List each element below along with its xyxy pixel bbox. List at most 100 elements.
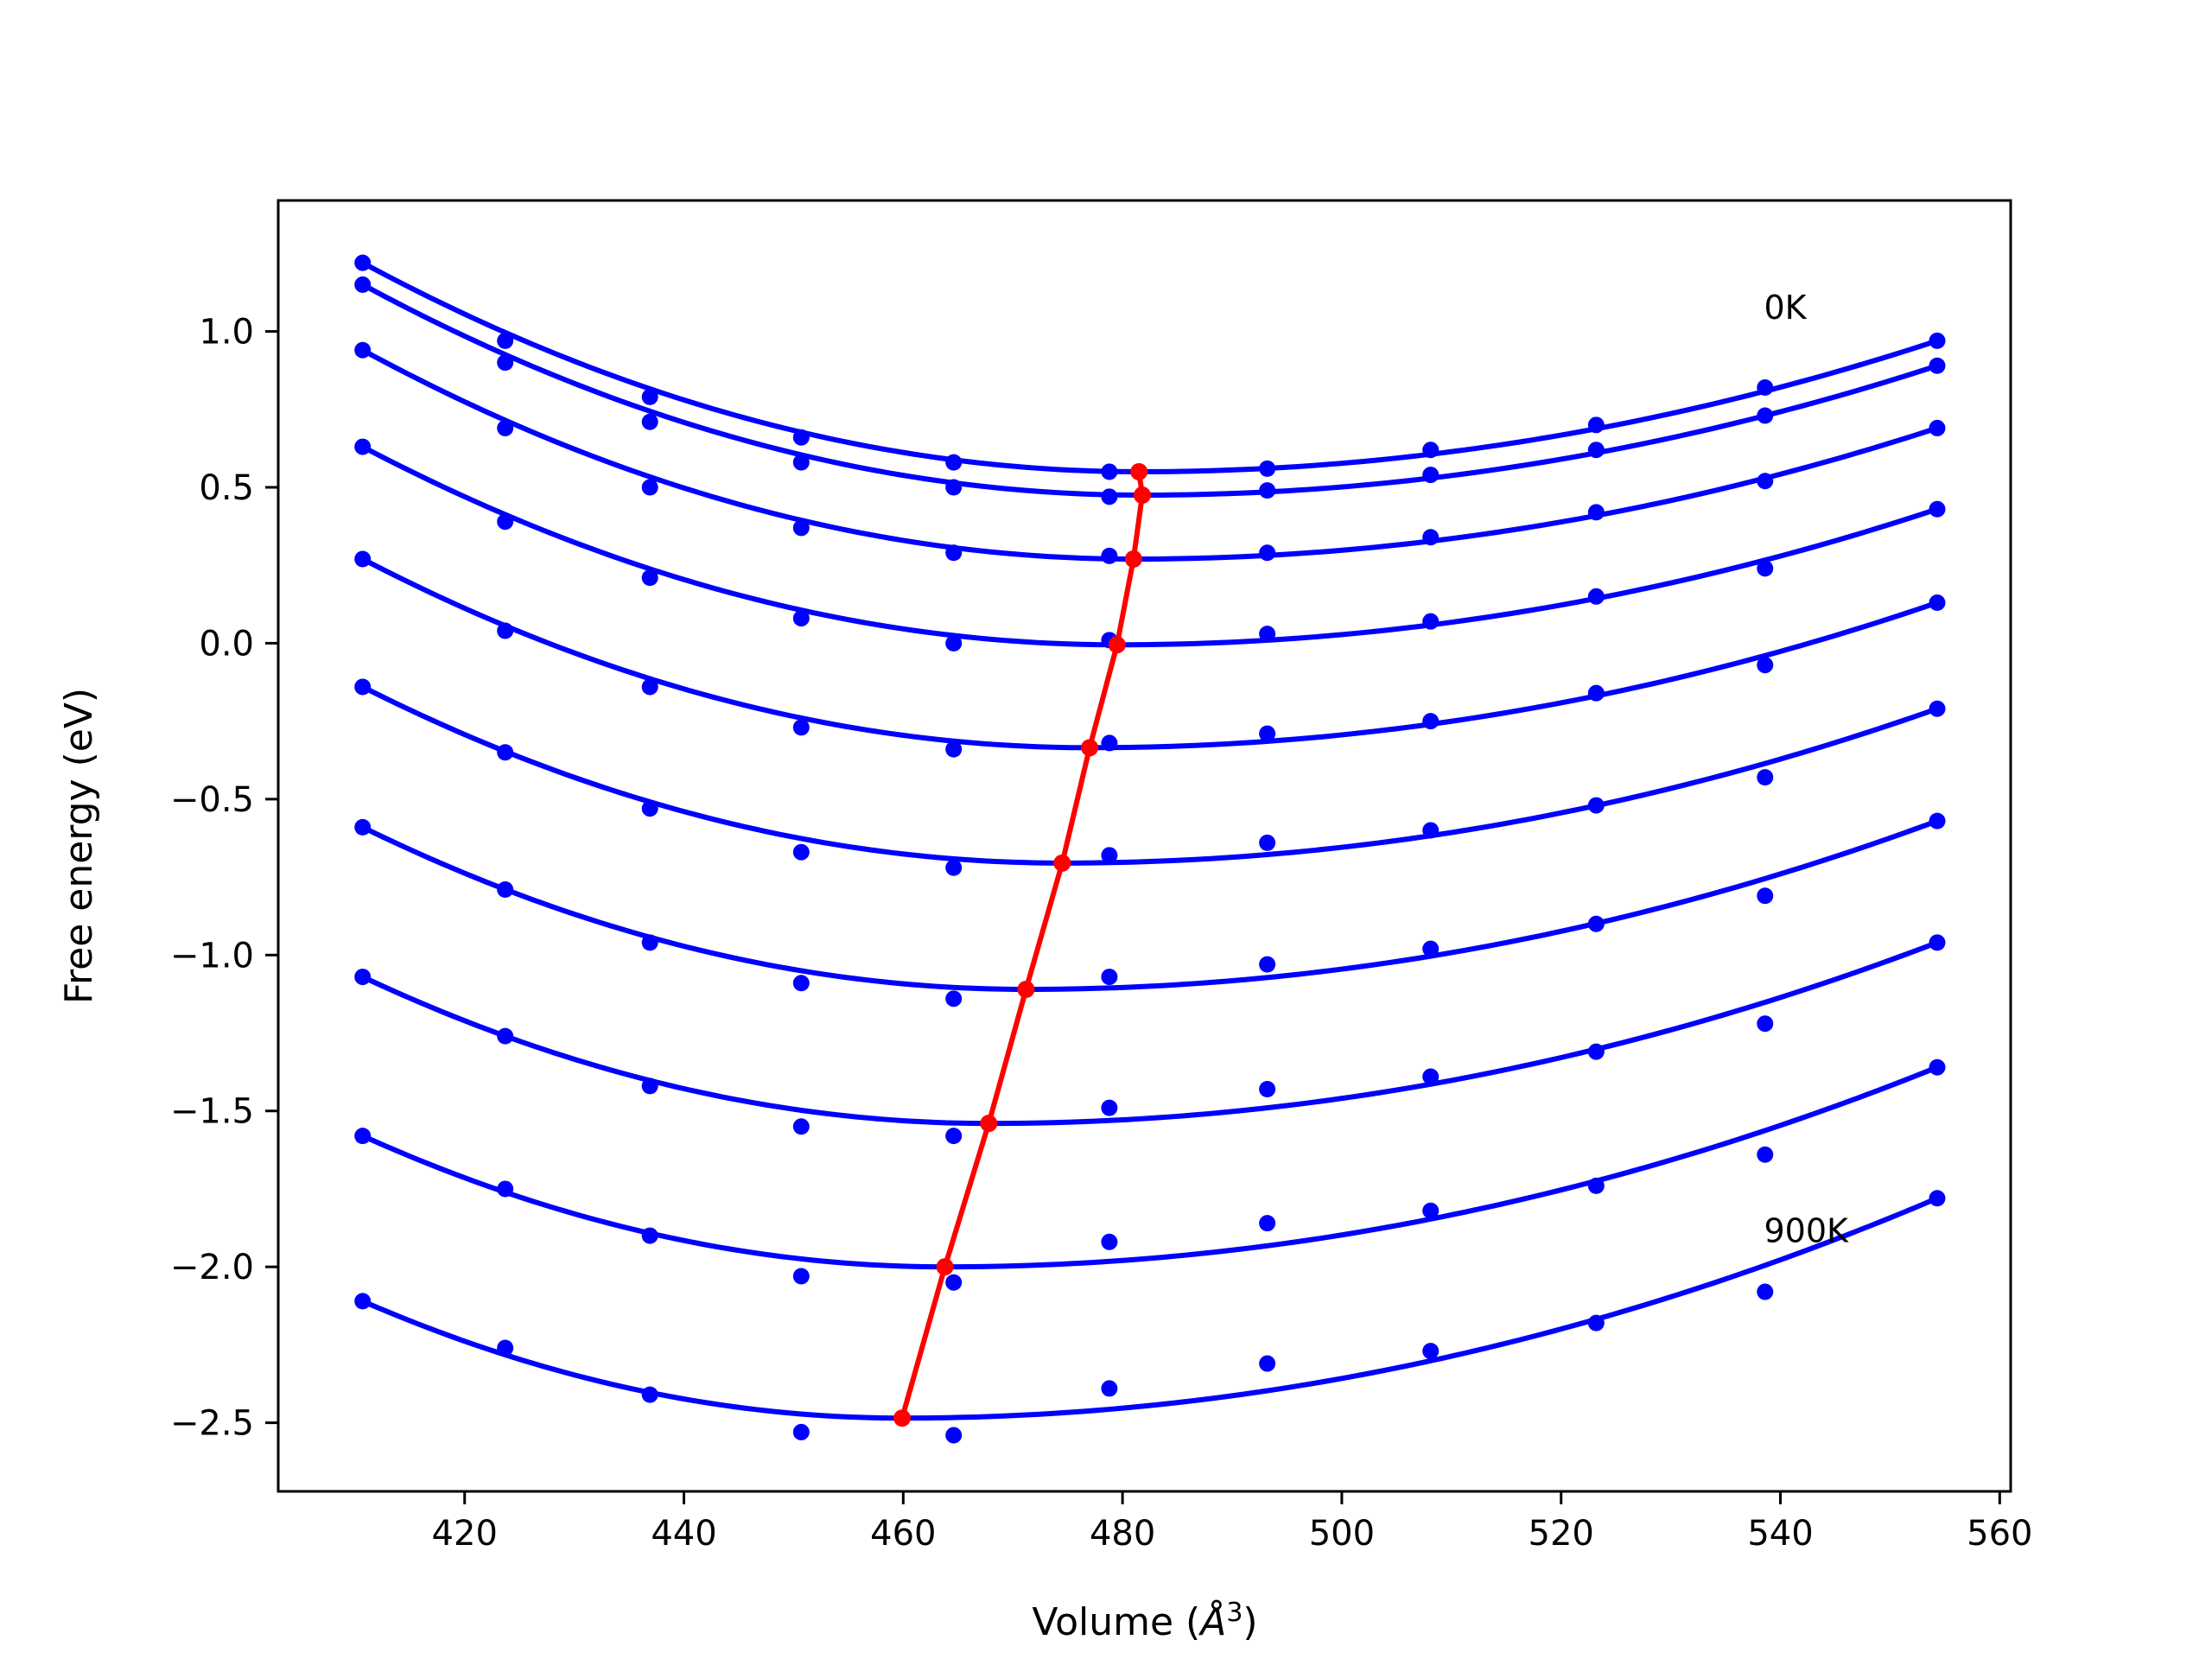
data-point [792, 429, 810, 446]
data-point [945, 1427, 963, 1444]
data-point [1422, 529, 1440, 546]
minimum-path-line [899, 471, 1145, 1420]
data-point [945, 1274, 963, 1291]
data-point [1422, 713, 1440, 730]
data-point [1757, 887, 1774, 905]
data-point [641, 800, 658, 817]
data-point [641, 569, 658, 587]
minimum-point [1133, 486, 1151, 505]
minimum-point [893, 1409, 912, 1427]
y-tick-label: −0.5 [170, 780, 254, 820]
data-point [354, 678, 372, 696]
y-tick-label: 0.5 [199, 468, 254, 508]
data-point [1929, 419, 1946, 436]
data-point [1422, 467, 1440, 484]
data-point [641, 1227, 658, 1244]
data-point [1259, 725, 1276, 742]
minimum-point [980, 1115, 998, 1133]
fit-curve [361, 444, 1938, 648]
x-tick-label: 460 [870, 1514, 936, 1554]
fit-curve [361, 818, 1939, 993]
temperature-annotation: 0K [1764, 289, 1807, 327]
data-point [354, 550, 372, 568]
data-point [1259, 482, 1276, 499]
data-point [792, 454, 810, 471]
y-tick-label: −2.0 [170, 1248, 254, 1287]
data-point [1101, 734, 1118, 752]
x-tick-label: 480 [1090, 1514, 1155, 1554]
data-point [1757, 560, 1774, 577]
data-point [1259, 1080, 1276, 1097]
data-point [1757, 473, 1774, 490]
x-tick-label: 440 [651, 1514, 716, 1554]
data-point [497, 1180, 514, 1198]
minimum-point [1130, 462, 1148, 480]
data-point [1929, 332, 1946, 349]
fit-curve [361, 940, 1939, 1127]
data-point [1422, 442, 1440, 459]
data-point [945, 1128, 963, 1145]
data-point [1929, 934, 1946, 951]
data-point [792, 1423, 810, 1440]
data-point [1259, 834, 1276, 851]
fit-curve [361, 556, 1938, 751]
data-point [497, 881, 514, 899]
data-point [1259, 1215, 1276, 1232]
data-point [792, 1268, 810, 1285]
data-point [945, 479, 963, 496]
y-tick-label: −1.5 [170, 1092, 254, 1132]
data-point [1587, 915, 1605, 932]
data-point [1929, 1190, 1946, 1207]
data-point [1587, 416, 1605, 434]
annotations: 0K 900K [1764, 289, 1849, 1249]
data-point [1259, 626, 1276, 643]
data-points [354, 254, 1946, 1444]
data-point [641, 1077, 658, 1095]
minimum-point [1124, 550, 1142, 568]
y-tick-label: −2.5 [170, 1404, 254, 1444]
x-axis-ticks: 420 440 460 480 500 520 540 560 [432, 1491, 2032, 1554]
data-point [1587, 442, 1605, 459]
minimum-point [1081, 739, 1099, 757]
data-point [945, 544, 963, 562]
data-point [1259, 956, 1276, 973]
fit-curve [361, 1065, 1939, 1270]
data-point [497, 1339, 514, 1357]
data-point [1422, 940, 1440, 957]
data-point [792, 519, 810, 537]
minimum-point [1108, 636, 1126, 654]
data-point [641, 934, 658, 951]
data-point [1587, 588, 1605, 605]
data-point [641, 1386, 658, 1403]
data-point [354, 1293, 372, 1310]
data-point [1101, 1233, 1118, 1250]
data-point [497, 513, 514, 531]
data-point [354, 276, 372, 293]
data-point [1757, 769, 1774, 786]
temperature-annotation: 900K [1764, 1211, 1849, 1249]
data-point [1101, 969, 1118, 986]
data-point [1101, 463, 1118, 480]
data-point [641, 678, 658, 696]
fit-curve [361, 1196, 1939, 1421]
fit-curve [361, 684, 1938, 866]
data-point [945, 634, 963, 652]
data-point [497, 332, 514, 349]
data-point [641, 413, 658, 430]
data-point [1259, 1355, 1276, 1372]
data-point [641, 479, 658, 496]
data-point [497, 1027, 514, 1045]
data-point [354, 438, 372, 455]
data-point [1757, 657, 1774, 674]
minimum-point [1017, 981, 1035, 998]
fit-curve [361, 347, 1938, 562]
data-point [1757, 407, 1774, 424]
data-point [1587, 504, 1605, 521]
x-tick-label: 500 [1309, 1514, 1375, 1554]
data-point [1587, 1043, 1605, 1060]
data-point [354, 341, 372, 359]
data-point [354, 969, 372, 986]
minimum-point [936, 1258, 954, 1276]
data-point [1757, 379, 1774, 397]
minimum-point [1053, 854, 1071, 872]
